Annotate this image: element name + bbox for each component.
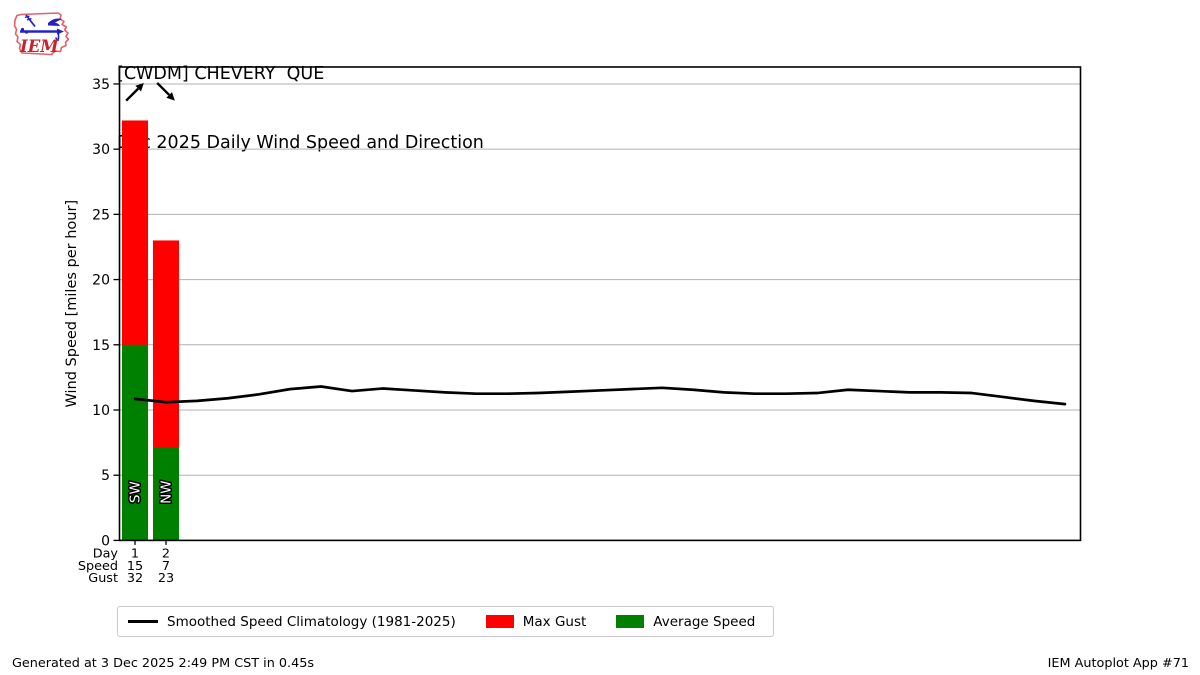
table-cell: 1 [131, 546, 139, 561]
y-tick-label: 20 [92, 273, 110, 289]
y-tick-label: 10 [92, 403, 110, 419]
legend-item-max-gust: Max Gust [485, 613, 587, 630]
climatology-line [133, 385, 1067, 406]
table-cell: 32 [127, 571, 143, 586]
y-tick-label: 35 [92, 77, 110, 93]
climatology-line-swatch [128, 620, 158, 623]
legend-label-climatology: Smoothed Speed Climatology (1981-2025) [167, 613, 456, 630]
y-tick-label: 25 [92, 207, 110, 223]
chart-subtitle: Dec 2025 Daily Wind Speed and Direction [117, 133, 484, 153]
table-row-label: Speed [78, 559, 118, 574]
app-credit: IEM Autoplot App #71 [1047, 656, 1189, 671]
avg-speed-bar [121, 344, 149, 541]
iowa-outline-icon [13, 12, 70, 56]
iem-logo-text: IEM [19, 37, 59, 56]
chart-title: [CWDM] CHEVERY QUE [117, 64, 325, 84]
y-tick-label: 0 [101, 533, 110, 549]
y-tick-label: 15 [92, 338, 110, 354]
weathervane-icon [20, 14, 64, 42]
y-axis-label: Wind Speed [miles per hour] [64, 200, 80, 408]
title-block: [CWDM] CHEVERY QUE Dec 2025 Daily Wind S… [117, 17, 484, 201]
avg-speed-bar [152, 447, 180, 541]
y-tick-label: 5 [101, 468, 110, 484]
wind-direction-label: SW [128, 481, 144, 503]
average-speed-swatch [616, 615, 645, 628]
iem-logo: IEM [13, 12, 70, 56]
generated-timestamp: Generated at 3 Dec 2025 2:49 PM CST in 0… [12, 656, 315, 671]
table-cell: 23 [158, 571, 174, 586]
chart-legend: Smoothed Speed Climatology (1981-2025) M… [117, 606, 774, 637]
table-row-label: Gust [88, 571, 118, 586]
y-tick-label: 30 [92, 142, 110, 158]
legend-label-max-gust: Max Gust [522, 613, 587, 630]
table-row-label: Day [93, 546, 119, 561]
legend-label-average-speed: Average Speed [653, 613, 756, 630]
legend-item-average-speed: Average Speed [616, 614, 755, 630]
max-gust-bar [152, 240, 180, 541]
table-cell: 15 [127, 559, 143, 574]
wind-direction-label: NW [159, 480, 175, 503]
table-cell: 7 [162, 559, 170, 574]
max-gust-swatch [485, 615, 514, 628]
legend-item-climatology: Smoothed Speed Climatology (1981-2025) [128, 614, 456, 630]
table-cell: 2 [162, 546, 170, 561]
